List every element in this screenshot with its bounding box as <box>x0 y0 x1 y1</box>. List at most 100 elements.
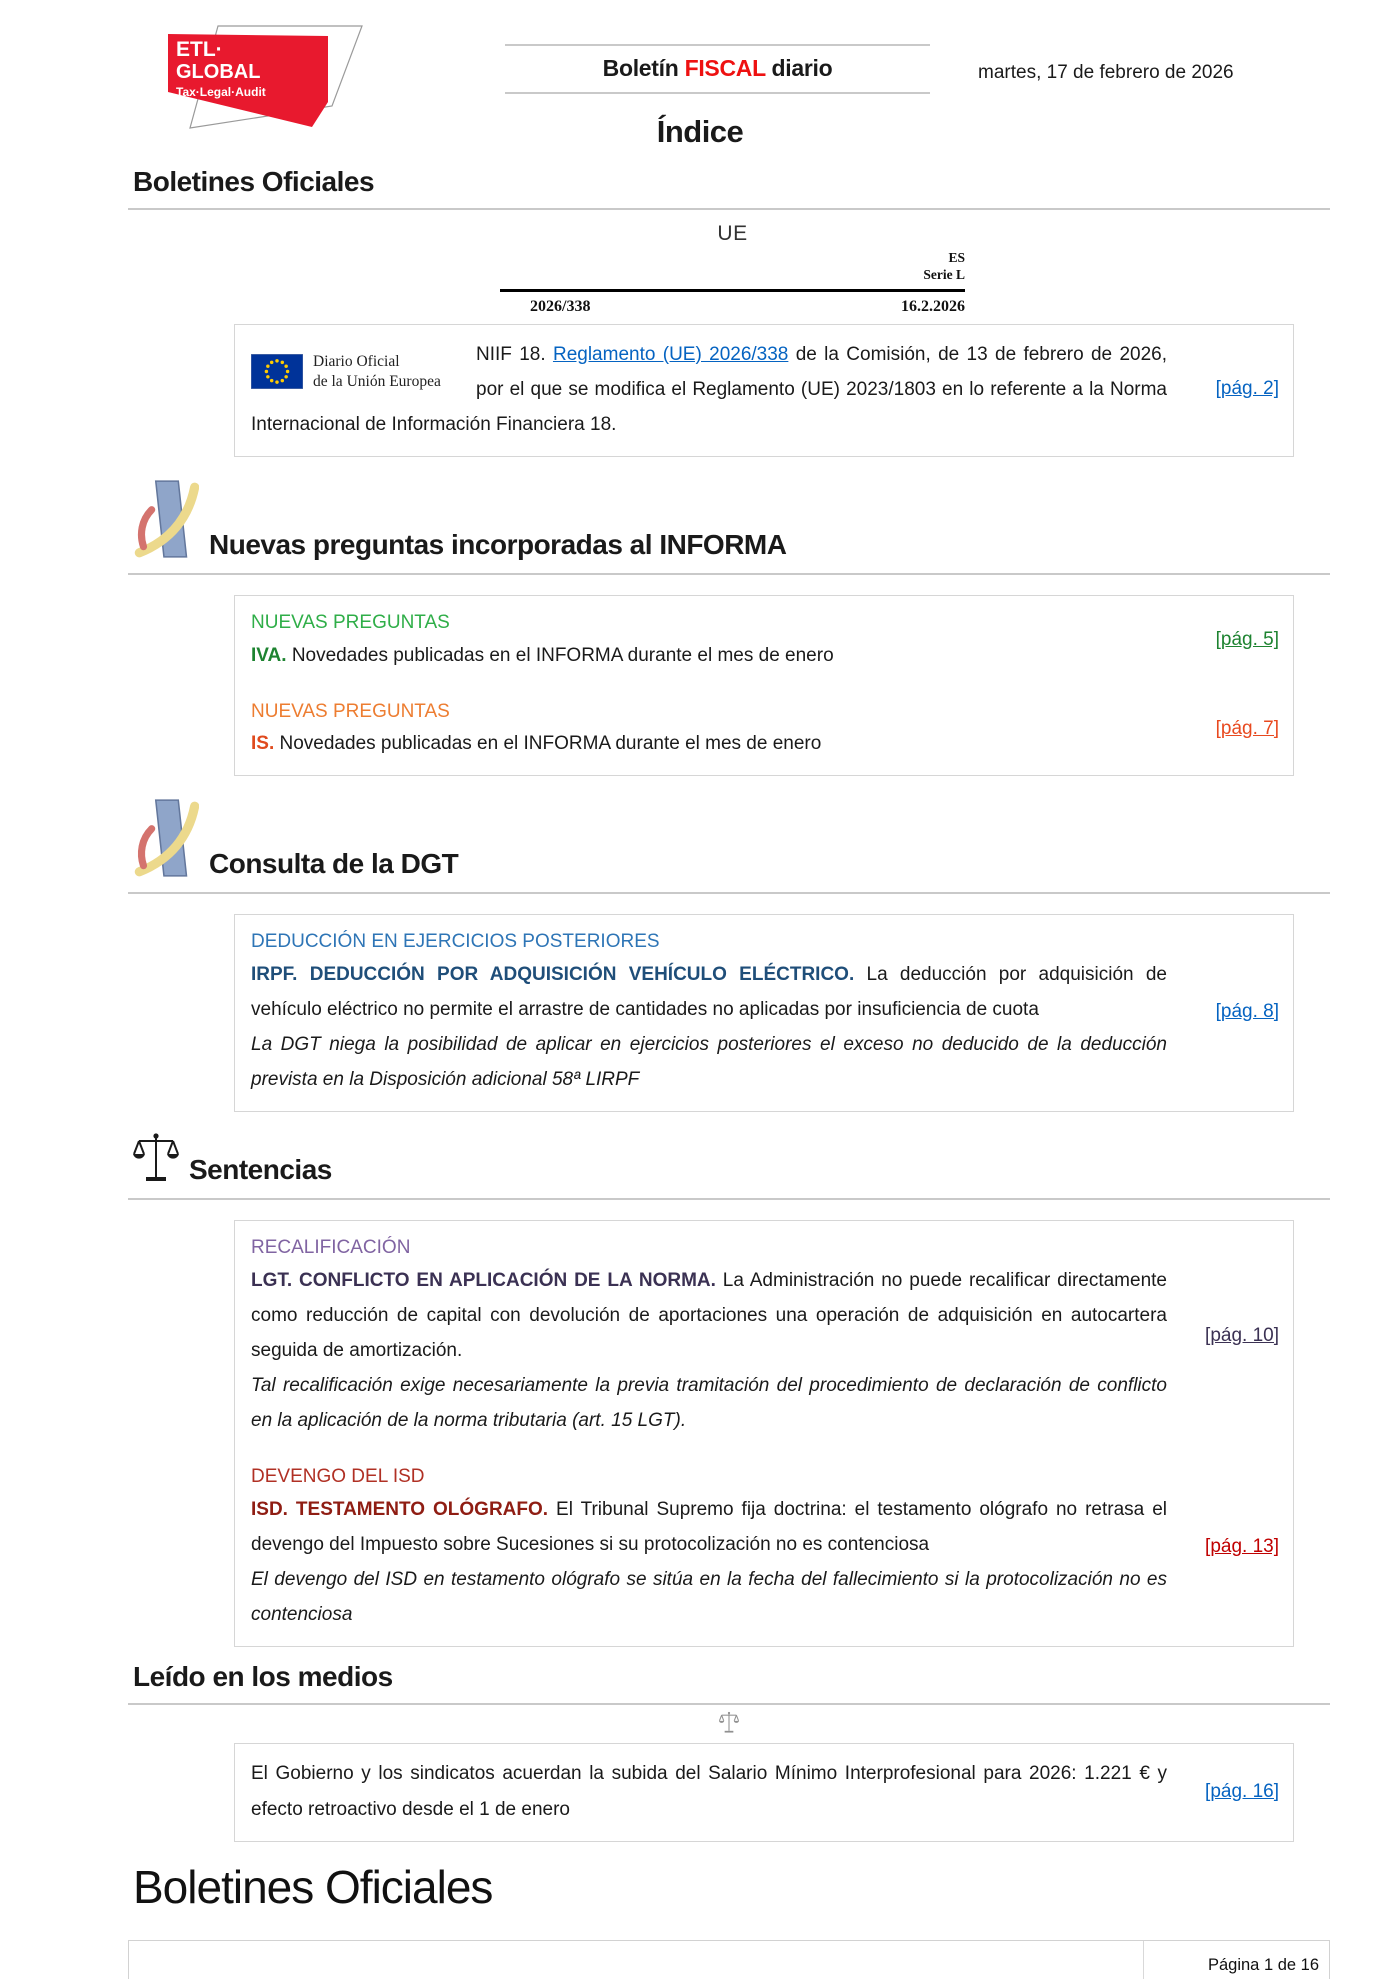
ue-doc-row: 2026/338 16.2.2026 <box>500 298 965 316</box>
medios-box: El Gobierno y los sindicatos acuerdan la… <box>234 1743 1294 1842</box>
section-head-dgt: Consulta de la DGT <box>133 796 1330 882</box>
entry-title: IRPF. DEDUCCIÓN POR ADQUISICIÓN VEHÍCULO… <box>251 963 855 985</box>
eu-flag-icon <box>251 354 303 390</box>
etl-global-logo-icon: ETL· GLOBAL Tax·Legal·Audit <box>168 25 363 129</box>
entry-label: RECALIFICACIÓN <box>251 1237 411 1259</box>
sentencia-entry-lgt: RECALIFICACIÓN LGT. CONFLICTO EN APLICAC… <box>251 1233 1279 1438</box>
ue-entry-box: Diario Oficial de la Unión Europea NIIF … <box>234 323 1294 458</box>
etl-global-logo: ETL· GLOBAL Tax·Legal·Audit <box>130 14 380 136</box>
section-divider <box>128 1198 1330 1201</box>
section-heading-boletines: Boletines Oficiales <box>133 166 375 197</box>
page-link-16[interactable]: [pág. 16] <box>1205 1780 1279 1802</box>
entry-summary: El devengo del ISD en testamento ológraf… <box>251 1569 1167 1626</box>
bulletin-title-block: Boletín FISCAL diario <box>505 44 930 94</box>
ue-doc-number: 2026/338 <box>530 297 591 315</box>
page-footer: Página 1 de 16 <box>128 1939 1330 1979</box>
dgt-entry: DEDUCCIÓN EN EJERCICIOS POSTERIORES IRPF… <box>251 927 1279 1097</box>
medios-entry-text: El Gobierno y los sindicatos acuerdan la… <box>251 1763 1167 1820</box>
entry-text: La deducción por adquisición de vehículo… <box>251 963 1167 1020</box>
informa-entry-is-text: NUEVAS PREGUNTAS IS. Novedades publicada… <box>251 697 1167 762</box>
doue-line1: Diario Oficial <box>313 352 400 370</box>
ue-entry: Diario Oficial de la Unión Europea NIIF … <box>251 337 1279 442</box>
ue-thick-rule <box>500 288 965 292</box>
page-link-5[interactable]: [pág. 5] <box>1215 629 1279 651</box>
bulletin-title-suffix: diario <box>765 55 833 81</box>
section-head-sentencias: Sentencias <box>133 1132 1330 1188</box>
section-heading-informa: Nuevas preguntas incorporadas al INFORMA <box>209 529 787 561</box>
scales-icon <box>133 1133 179 1182</box>
sentencias-box: RECALIFICACIÓN LGT. CONFLICTO EN APLICAC… <box>234 1220 1294 1648</box>
ue-doc-date: 16.2.2026 <box>901 297 965 315</box>
ue-entry-prelink: NIIF 18. <box>476 343 553 365</box>
sentencia-lgt-pagelink-col: [pág. 10] <box>1167 1233 1279 1438</box>
entry-tax: IS. <box>251 733 275 755</box>
ue-label: UE <box>717 222 748 245</box>
informa-entry-is: NUEVAS PREGUNTAS IS. Novedades publicada… <box>251 697 1279 762</box>
bulletin-title-prefix: Boletín <box>602 55 685 81</box>
small-scales-icon <box>719 1712 739 1734</box>
sentencia-entry-isd: DEVENGO DEL ISD ISD. TESTAMENTO OLÓGRAFO… <box>251 1462 1279 1632</box>
doue-logo: Diario Oficial de la Unión Europea <box>251 341 466 403</box>
entry-summary: La DGT niega la posibilidad de aplicar e… <box>251 1034 1167 1091</box>
page-link-13[interactable]: [pág. 13] <box>1205 1536 1279 1558</box>
informa-entry-iva-text: NUEVAS PREGUNTAS IVA. Novedades publicad… <box>251 608 1167 673</box>
regulation-link[interactable]: Reglamento (UE) 2026/338 <box>552 343 789 365</box>
entry-label: DEDUCCIÓN EN EJERCICIOS POSTERIORES <box>251 931 660 953</box>
medios-entry: El Gobierno y los sindicatos acuerdan la… <box>251 1756 1279 1826</box>
ue-lang: ES <box>948 250 965 265</box>
svg-text:ETL·: ETL· <box>176 38 223 61</box>
informa-box: NUEVAS PREGUNTAS IVA. Novedades publicad… <box>234 595 1294 777</box>
dgt-box: DEDUCCIÓN EN EJERCICIOS POSTERIORES IRPF… <box>234 914 1294 1113</box>
section-head-informa: Nuevas preguntas incorporadas al INFORMA <box>133 477 1330 563</box>
informa-entry-iva-pagelink-col: [pág. 5] <box>1167 608 1279 673</box>
svg-text:Tax·Legal·Audit: Tax·Legal·Audit <box>176 85 266 99</box>
sentencia-entry-isd-text: DEVENGO DEL ISD ISD. TESTAMENTO OLÓGRAFO… <box>251 1462 1167 1632</box>
sentencia-isd-pagelink-col: [pág. 13] <box>1167 1462 1279 1632</box>
page-link-7[interactable]: [pág. 7] <box>1215 718 1279 740</box>
page-indicator: Página 1 de 16 <box>1207 1956 1319 1975</box>
ue-meta: ES Serie L <box>500 250 965 284</box>
entry-label: NUEVAS PREGUNTAS <box>251 700 450 722</box>
ue-doc-header: UE ES Serie L 2026/338 16.2.2026 <box>500 222 965 316</box>
aeat-logo-icon <box>134 480 199 558</box>
page-link-10[interactable]: [pág. 10] <box>1205 1324 1279 1346</box>
dgt-entry-pagelink-col: [pág. 8] <box>1167 927 1279 1097</box>
section-divider <box>128 208 1330 210</box>
index-title: Índice <box>656 114 744 149</box>
entry-summary: Tal recalificación exige necesariamente … <box>251 1375 1167 1432</box>
section-heading-dgt: Consulta de la DGT <box>209 848 459 880</box>
medios-entry-pagelink-col: [pág. 16] <box>1167 1756 1279 1826</box>
entry-label: DEVENGO DEL ISD <box>251 1466 425 1488</box>
section-heading-sentencias: Sentencias <box>189 1154 332 1186</box>
document-header: ETL· GLOBAL Tax·Legal·Audit Boletín FISC… <box>0 0 1400 129</box>
doue-source-name: Diario Oficial de la Unión Europea <box>313 352 441 392</box>
entry-title: LGT. CONFLICTO EN APLICACIÓN DE LA NORMA… <box>251 1269 716 1291</box>
page-link-2[interactable]: [pág. 2] <box>1215 378 1279 400</box>
section-divider <box>128 1703 1330 1706</box>
svg-text:GLOBAL: GLOBAL <box>176 61 260 83</box>
entry-label: NUEVAS PREGUNTAS <box>251 612 450 634</box>
title-rule-bottom <box>505 92 930 94</box>
dgt-entry-text: DEDUCCIÓN EN EJERCICIOS POSTERIORES IRPF… <box>251 927 1167 1097</box>
ue-entry-postlink: de la Comisión, de 13 de febrero de 2026… <box>251 343 1168 436</box>
title-rule-top <box>505 44 930 46</box>
entry-text: El Tribunal Supremo fija doctrina: el te… <box>251 1498 1167 1556</box>
entry-text: Novedades publicadas en el INFORMA duran… <box>286 644 834 666</box>
entry-text: La Administración no puede recalificar d… <box>251 1269 1167 1362</box>
entry-tax: IVA. <box>251 644 287 666</box>
page-link-8[interactable]: [pág. 8] <box>1215 1001 1279 1023</box>
ue-entry-pagelink-col: [pág. 2] <box>1167 337 1279 442</box>
bulletin-title-highlight: FISCAL <box>684 55 766 81</box>
entry-title: ISD. TESTAMENTO OLÓGRAFO. <box>251 1498 549 1520</box>
doue-line2: de la Unión Europea <box>313 372 441 390</box>
bulletin-title: Boletín FISCAL diario <box>505 46 930 92</box>
informa-entry-is-pagelink-col: [pág. 7] <box>1167 697 1279 762</box>
ue-serie: Serie L <box>923 266 965 282</box>
informa-entry-iva: NUEVAS PREGUNTAS IVA. Novedades publicad… <box>251 608 1279 673</box>
footer-empty-cell <box>129 1940 1144 1979</box>
bottom-section-heading: Boletines Oficiales <box>133 1860 493 1913</box>
entry-text: Novedades publicadas en el INFORMA duran… <box>274 733 822 755</box>
aeat-logo-icon <box>134 799 199 877</box>
section-divider <box>128 573 1330 576</box>
